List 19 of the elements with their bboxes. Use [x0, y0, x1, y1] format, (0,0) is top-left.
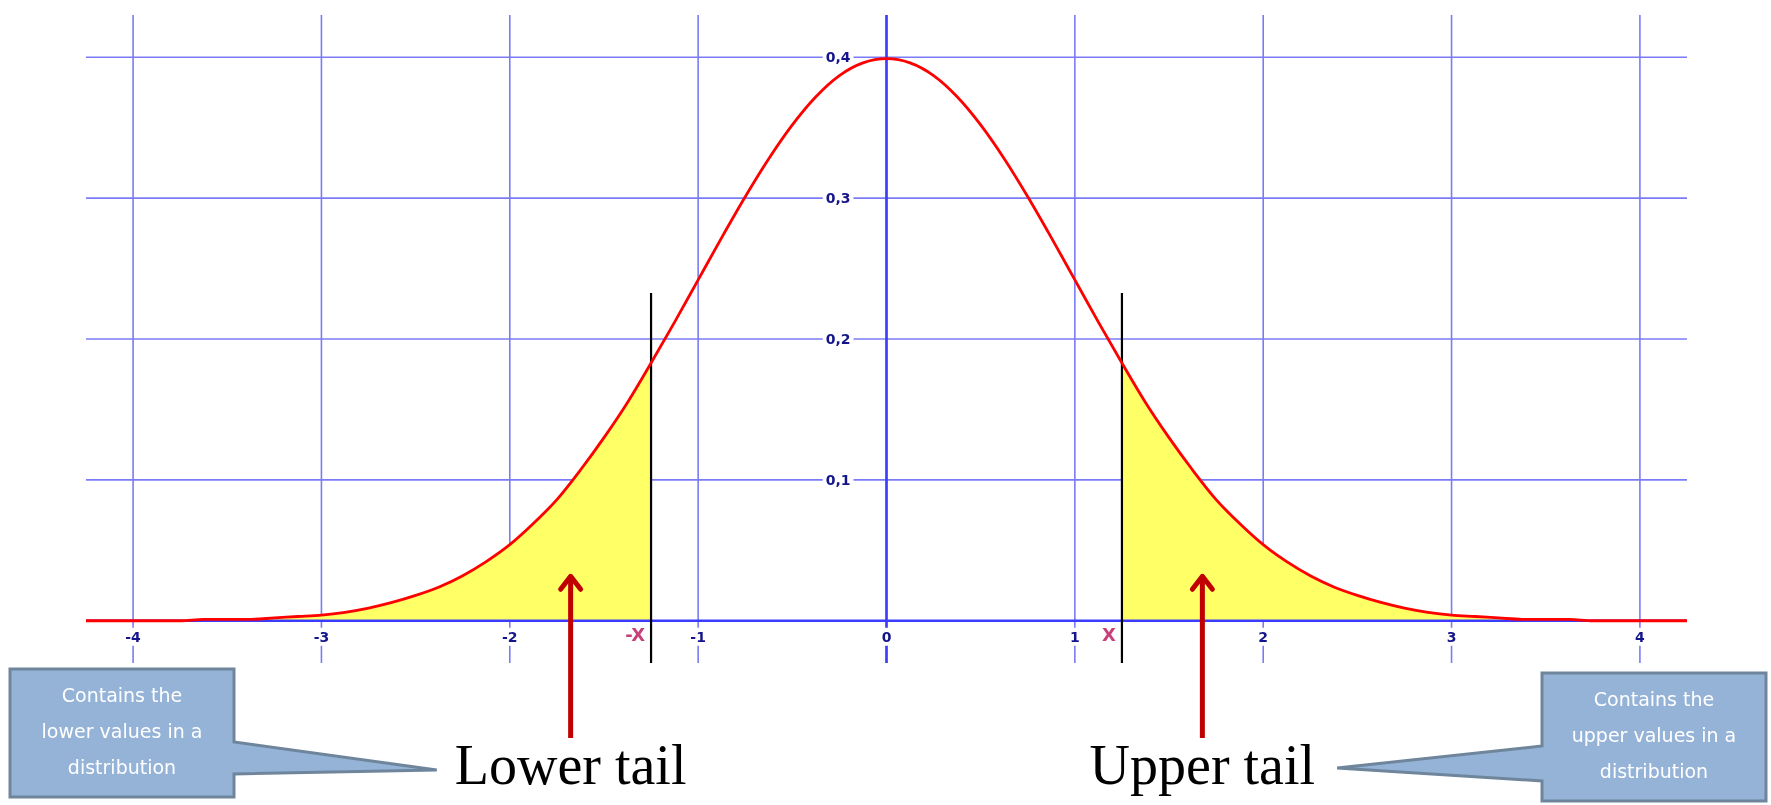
ref-line-label: -X [625, 623, 646, 645]
x-tick-label: -2 [502, 628, 518, 645]
x-tick-label: -3 [313, 628, 330, 645]
text: Upper tail [1089, 734, 1316, 796]
text: Lower tail [454, 734, 687, 796]
x-tick-label: 4 [1635, 628, 1646, 645]
x-tick-label: -1 [690, 628, 706, 645]
text: Contains the upper values in a distribution [1571, 688, 1737, 782]
text: Contains the lower values in a distribution [41, 684, 203, 778]
y-tick-label: 0,2 [825, 331, 851, 347]
y-tick-label: 0,3 [825, 190, 851, 207]
x-tick-label: 0 [881, 628, 892, 645]
ref-line-label: X [1102, 623, 1117, 645]
y-tick-label: 0,1 [825, 471, 851, 488]
x-tick-label: -4 [125, 628, 142, 645]
x-tick-label: 2 [1258, 628, 1269, 645]
x-tick-label: 1 [1069, 628, 1080, 645]
y-tick-label: 0,4 [825, 49, 851, 66]
x-tick-label: 3 [1446, 628, 1457, 645]
